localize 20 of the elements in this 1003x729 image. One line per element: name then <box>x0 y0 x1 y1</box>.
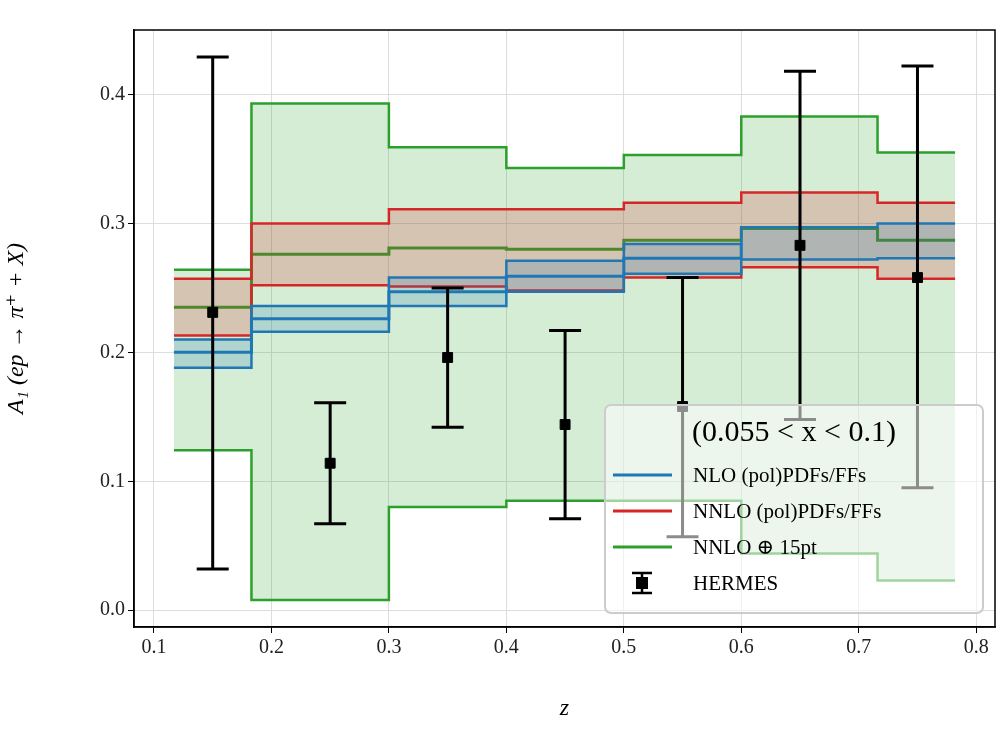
legend-label: HERMES <box>693 570 779 595</box>
x-tick-label: 0.4 <box>493 635 519 658</box>
y-tick-label: 0.1 <box>100 468 125 491</box>
x-tick-label: 0.1 <box>141 635 167 658</box>
x-tick-label: 0.5 <box>611 635 637 658</box>
x-tick-label: 0.2 <box>258 635 284 658</box>
y-tick-label: 0.0 <box>100 597 125 620</box>
legend-title: (0.055 < x < 0.1) <box>692 413 896 448</box>
x-axis-title: z <box>558 693 570 720</box>
x-tick-label: 0.3 <box>376 635 402 658</box>
x-tick-label: 0.7 <box>846 635 872 658</box>
y-axis-title: A₁ (ep → π⁺ + X) <box>1 242 28 417</box>
legend-label: NNLO ⊕ 15pt <box>693 534 817 559</box>
y-tick-label: 0.3 <box>100 210 125 233</box>
x-tick-label: 0.8 <box>963 635 989 658</box>
legend-label: NNLO (pol)PDFs/FFs <box>693 498 882 523</box>
legend-label: NLO (pol)PDFs/FFs <box>693 462 867 487</box>
y-tick-label: 0.2 <box>100 339 125 362</box>
y-tick-label: 0.4 <box>100 81 125 104</box>
x-tick-label: 0.6 <box>728 635 754 658</box>
